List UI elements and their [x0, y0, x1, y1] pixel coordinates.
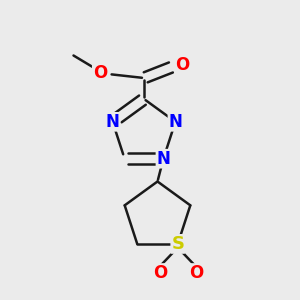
Text: N: N — [106, 113, 120, 131]
Text: O: O — [189, 264, 203, 282]
Text: S: S — [171, 235, 184, 253]
Text: O: O — [175, 56, 189, 74]
Text: N: N — [157, 150, 170, 168]
Text: O: O — [93, 64, 107, 82]
Text: O: O — [153, 264, 167, 282]
Text: N: N — [168, 113, 182, 131]
